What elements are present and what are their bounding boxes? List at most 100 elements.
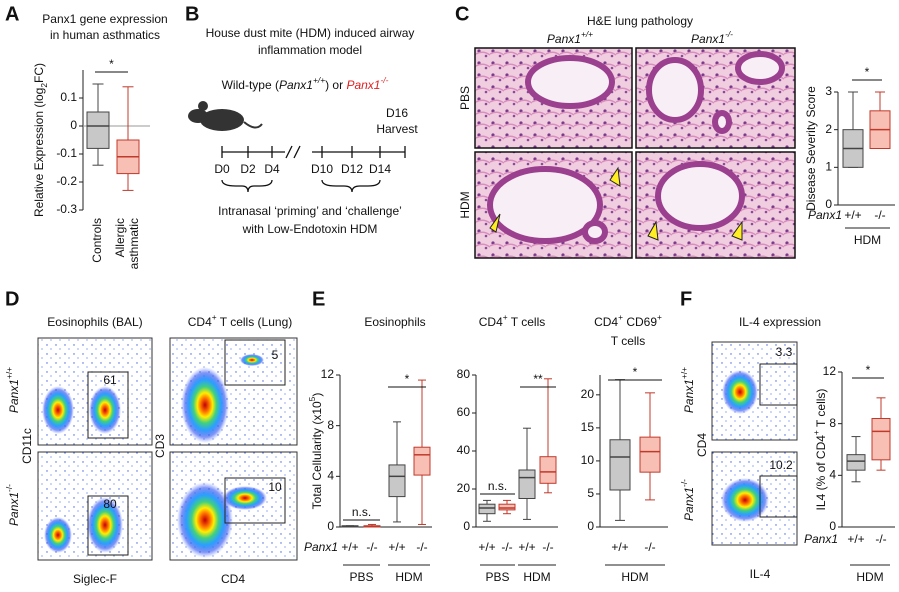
text-part: + — [503, 312, 508, 322]
text-part: + — [811, 430, 821, 435]
part: +/+ — [313, 75, 325, 85]
text-part: 5 — [307, 396, 317, 401]
y-tick-label: 0 — [327, 519, 334, 533]
box — [388, 464, 406, 498]
panel-title: H&E lung pathology — [587, 14, 693, 28]
protocol: with Low-Endotoxin HDM — [242, 222, 378, 236]
y-tick-label: 3 — [825, 84, 832, 98]
group-label: HDM — [856, 570, 883, 584]
y-axis-label: Relative Expression (log2FC) — [32, 63, 49, 217]
x-tick-label: +/+ — [611, 540, 628, 554]
text-part: Panx1 — [547, 32, 581, 46]
protocol: Intranasal ‘priming’ and ‘challenge’ — [218, 204, 402, 218]
text-part: + — [657, 312, 662, 322]
box — [846, 454, 866, 471]
density — [177, 482, 233, 558]
row-label: Panx1+/+ — [679, 367, 696, 413]
text-part: -/- — [4, 484, 14, 492]
x-tick-label: asthmatic — [127, 218, 141, 269]
panel-letter: B — [185, 3, 199, 25]
panel-letter: A — [5, 3, 19, 25]
y-tick-label: 0 — [587, 519, 594, 533]
box — [609, 439, 631, 491]
gate — [224, 339, 286, 386]
row-label: PBS — [458, 86, 472, 110]
box — [871, 418, 891, 461]
panel-title: Panx1 gene expression — [42, 12, 167, 26]
y-tick-label: 40 — [457, 443, 471, 457]
axis-label: CD11c — [20, 428, 34, 464]
day: D12 — [341, 162, 363, 176]
gene-label: Panx1 — [304, 540, 338, 554]
y-tick-label: 5 — [587, 486, 594, 500]
part: Panx1 — [346, 78, 380, 92]
part: Wild-type ( — [222, 78, 279, 92]
text-part: T cells (Lung) — [217, 315, 293, 329]
day: D2 — [240, 162, 256, 176]
gate — [87, 371, 129, 439]
gate-percent: 61 — [103, 373, 117, 387]
group-label: HDM — [523, 570, 550, 584]
y-tick-label: 0 — [463, 519, 470, 533]
gate — [224, 477, 286, 524]
day: D10 — [311, 162, 333, 176]
x-tick-label: +/+ — [844, 208, 861, 222]
panel-title: IL-4 expression — [739, 315, 821, 329]
gene-label: Panx1 — [808, 208, 842, 222]
text-part: Panx1 — [682, 379, 696, 413]
harvest: D16 — [386, 106, 408, 120]
gate-percent: 3.3 — [776, 345, 793, 359]
significance: ** — [533, 372, 543, 386]
gate — [759, 475, 798, 518]
mouse-icon — [188, 101, 263, 131]
y-tick-label: 0 — [70, 118, 77, 132]
y-tick-label: 8 — [327, 418, 334, 432]
y-tick-label: 10 — [581, 453, 595, 467]
x-tick-label: Controls — [90, 218, 104, 263]
x-tick-label: -/- — [501, 540, 512, 554]
y-tick-label: 20 — [457, 481, 471, 495]
row-label: Panx1-/- — [4, 484, 21, 526]
chart-title: CD4+ CD69+ — [594, 312, 662, 329]
harvest: Harvest — [376, 122, 418, 136]
gene-label: Panx1 — [804, 532, 838, 546]
significance: n.s. — [352, 505, 371, 519]
y-axis-label: Disease Severity Score — [804, 86, 818, 211]
y-tick-label: 1 — [825, 160, 832, 174]
box — [478, 503, 496, 515]
text-part: 2 — [39, 83, 49, 88]
significance: n.s. — [488, 479, 507, 493]
chart-title: Eosinophils — [364, 315, 425, 329]
density — [721, 478, 769, 522]
text-part: FC) — [32, 63, 46, 83]
x-tick-label: -/- — [875, 532, 886, 546]
day: D0 — [214, 162, 230, 176]
group-label: HDM — [395, 570, 422, 584]
y-axis-label: Total Cellularity (x105) — [307, 393, 324, 510]
text-part: -/- — [725, 29, 733, 39]
column-label: Panx1-/- — [691, 29, 733, 46]
box — [413, 446, 431, 476]
y-tick-label: 2 — [825, 122, 832, 136]
density — [89, 386, 121, 434]
box — [498, 503, 516, 511]
x-tick-label: -/- — [542, 540, 553, 554]
y-tick-label: 60 — [457, 405, 471, 419]
text-part: +/+ — [4, 367, 14, 379]
density — [181, 367, 229, 443]
panel-letter: C — [455, 3, 469, 25]
x-tick-label: -/- — [416, 540, 427, 554]
x-tick-label: +/+ — [341, 540, 358, 554]
y-tick-label: 80 — [457, 367, 471, 381]
axis-label: IL-4 — [750, 567, 771, 581]
text-part: IL4 (% of CD4 — [814, 435, 828, 511]
significance: * — [866, 363, 871, 377]
day: D4 — [264, 162, 280, 176]
column-label: Panx1+/+ — [547, 29, 593, 46]
text-part: T cells) — [814, 389, 828, 431]
density — [722, 370, 758, 414]
row-label: Panx1+/+ — [4, 367, 21, 413]
group-label: PBS — [349, 570, 373, 584]
y-tick-label: 0 — [829, 519, 836, 533]
y-tick-label: 12 — [823, 364, 837, 378]
